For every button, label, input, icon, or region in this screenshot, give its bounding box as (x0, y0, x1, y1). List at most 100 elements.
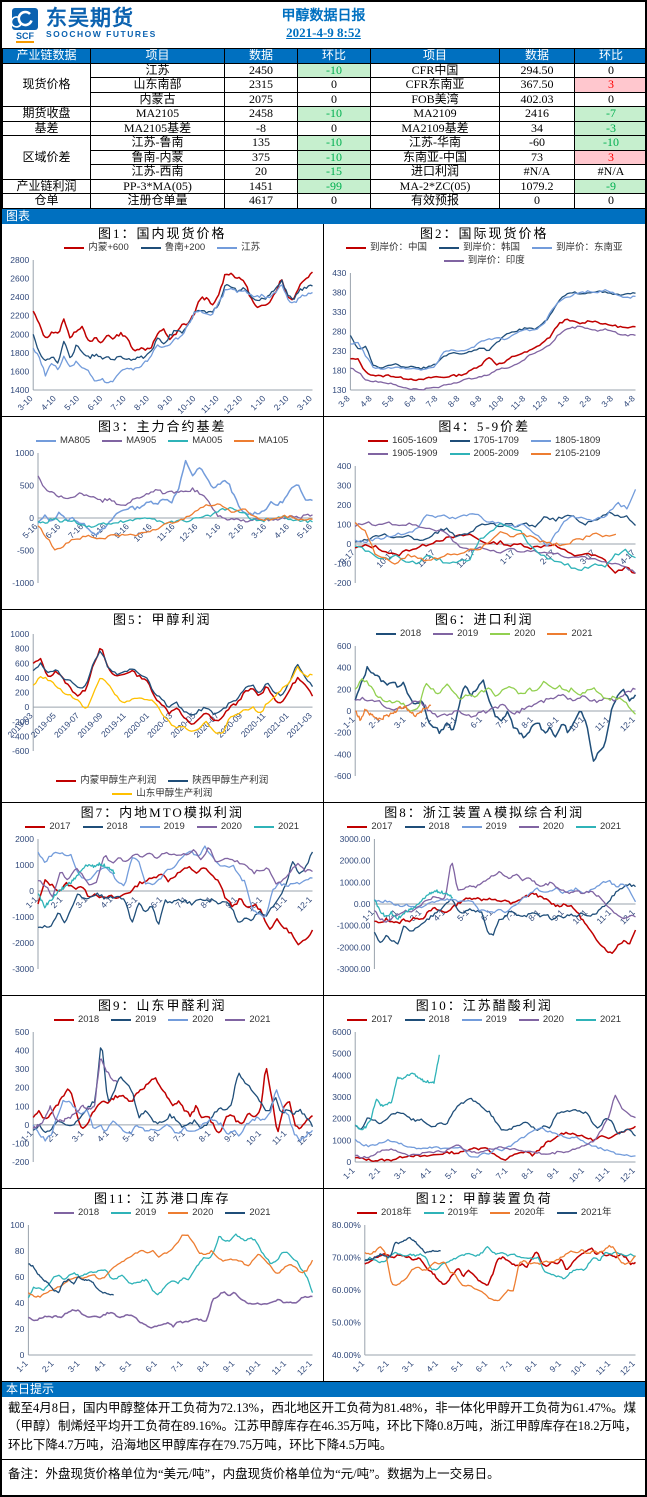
svg-text:-600: -600 (12, 746, 29, 756)
svg-text:11-1: 11-1 (270, 1128, 289, 1147)
table-cell: CFR东南亚 (370, 77, 500, 93)
brand-name-cn: 东吴期货 (46, 6, 134, 30)
legend-line-marker (530, 452, 551, 455)
legend-line-marker (36, 439, 57, 442)
chart-title: 图6：进口利润 (434, 611, 534, 627)
table-cell: -3 (574, 120, 645, 136)
legend-label: 1605-1609 (392, 434, 438, 446)
svg-text:-500: -500 (17, 545, 34, 555)
svg-text:10-8: 10-8 (486, 393, 505, 412)
svg-text:20: 20 (15, 1324, 25, 1334)
chart-row: 图1：国内现货价格 内蒙+600 鲁南+200 江苏 1400 1600 1800 2000 2… (2, 223, 645, 417)
legend-label: MA005 (192, 434, 223, 446)
chart-legend: 1605-1609 1705-1709 1805-1809 1905-1909 2005… (328, 435, 642, 460)
chart-legend: 2017 2018 2019 2020 2021 (6, 821, 319, 833)
svg-text:6-10: 6-10 (85, 393, 104, 412)
table-cell: 2416 (499, 106, 575, 122)
svg-text:12-1: 12-1 (617, 1165, 636, 1184)
legend-label: 2018 (77, 1206, 100, 1218)
table-row: 现货价格 江苏 2450 -10 CFR中国 294.50 0 (2, 62, 645, 107)
chart-title: 图9：山东甲醛利润 (97, 997, 227, 1013)
legend-item: 2018 (82, 821, 128, 833)
svg-text:1-1: 1-1 (350, 1358, 366, 1374)
svg-text:-1000: -1000 (12, 912, 34, 922)
legend-item: 2021 (575, 821, 621, 833)
svg-text:1000: 1000 (15, 448, 34, 458)
legend-item: 2020 (518, 821, 564, 833)
svg-text:4-1: 4-1 (417, 714, 433, 730)
svg-text:1000: 1000 (332, 1135, 351, 1145)
legend-line-marker (139, 825, 160, 828)
legend-item: 2021 (547, 628, 593, 640)
tips-section-bar: 本日提示 (2, 1381, 645, 1397)
table-row: 仓单 注册仓单量 4617 0 有效预报 0 0 (2, 193, 645, 209)
legend-item: 2019 (111, 1207, 156, 1219)
legend-label: 到岸价：印度 (467, 254, 525, 266)
svg-text:3-1: 3-1 (391, 714, 407, 730)
column-header: 环比 (297, 48, 371, 64)
svg-text:12-16: 12-16 (177, 521, 200, 544)
svg-text:0: 0 (29, 513, 34, 523)
svg-text:100: 100 (10, 1220, 24, 1230)
svg-text:500: 500 (20, 480, 34, 490)
svg-text:1800: 1800 (10, 347, 29, 357)
logo-abbr: SCF (16, 30, 34, 43)
legend-label: 2017 (49, 820, 71, 832)
table-cell: 135 (224, 135, 298, 151)
legend-line-marker (356, 1211, 377, 1214)
chart-row: 图7：内地MTO模拟利润 2017 2018 2019 2020 2021 -3000 -20… (2, 802, 645, 996)
svg-text:230: 230 (332, 346, 346, 356)
table-cell: 东南亚-中国 (370, 149, 500, 165)
svg-text:10-10: 10-10 (175, 393, 198, 414)
svg-text:7-1: 7-1 (169, 1358, 185, 1374)
svg-text:9-17: 9-17 (337, 547, 356, 566)
legend-item: 2021年 (556, 1207, 612, 1219)
legend-line-marker (449, 439, 470, 442)
legend-item: 2019 (461, 820, 507, 833)
table-cell: 江苏-华南 (370, 135, 500, 151)
legend-item: 2020 (168, 1207, 213, 1219)
table-cell: -15 (297, 164, 371, 180)
svg-text:1-1: 1-1 (340, 1165, 356, 1181)
table-header-row: 产业链数据 项目 数据 环比 项目 数据 环比 (2, 48, 645, 64)
legend-label: 内蒙甲醇生产利润 (80, 774, 157, 786)
svg-text:6-1: 6-1 (148, 894, 164, 910)
legend-label: MA805 (60, 434, 91, 446)
svg-text:4-16: 4-16 (272, 521, 291, 540)
legend-item: 2018 (404, 821, 450, 833)
legend-label: 2019 (485, 820, 507, 832)
chart-legend: 到岸价：中国 到岸价：韩国 到岸价：东南亚 到岸价：印度 (328, 242, 642, 267)
legend-item: 2018 (53, 1206, 100, 1219)
daily-tips-text: 截至4月8日，国内甲醇整体开工负荷为72.13%，西北地区开工负荷为81.48%… (2, 1397, 645, 1460)
svg-text:2-16: 2-16 (226, 521, 245, 540)
legend-line-marker (368, 452, 389, 455)
chart-legend: 2017 2018 2019 2020 2021 (328, 1014, 642, 1026)
svg-text:8-1: 8-1 (526, 907, 542, 923)
legend-label: MA905 (126, 434, 157, 446)
legend-line-marker (53, 1018, 74, 1021)
svg-text:5-1: 5-1 (117, 1358, 133, 1374)
chart-legend: 2018年 2019年 2020年 2021年 (328, 1207, 642, 1219)
svg-text:100: 100 (15, 1101, 29, 1111)
chart-title: 图12：甲醇装置负荷 (415, 1190, 553, 1206)
legend-label: 2021 (599, 1013, 622, 1025)
legend-line-marker (461, 1018, 482, 1021)
legend-line-marker (345, 246, 366, 249)
legend-item: 1705-1709 (449, 435, 519, 447)
legend-label: 2017 (371, 820, 393, 832)
table-cell: #N/A (574, 164, 645, 180)
svg-text:4-8: 4-8 (357, 393, 373, 409)
svg-text:3-10: 3-10 (16, 393, 35, 412)
legend-line-marker (140, 246, 161, 249)
legend-line-marker (64, 246, 85, 249)
legend-label: 2019年 (447, 1206, 479, 1218)
table-cell: 0 (297, 120, 371, 136)
table-cell: 294.50 (499, 62, 575, 78)
svg-text:6-8: 6-8 (401, 393, 417, 409)
legend-label: 2021 (249, 1206, 271, 1218)
report-header: SCF 东吴期货 SOOCHOW FUTURES 甲醇数据日报 2021-4-9… (2, 2, 645, 48)
svg-text:-100: -100 (12, 1138, 29, 1148)
legend-label: 2018年 (380, 1206, 412, 1218)
svg-text:1-8: 1-8 (555, 393, 571, 409)
